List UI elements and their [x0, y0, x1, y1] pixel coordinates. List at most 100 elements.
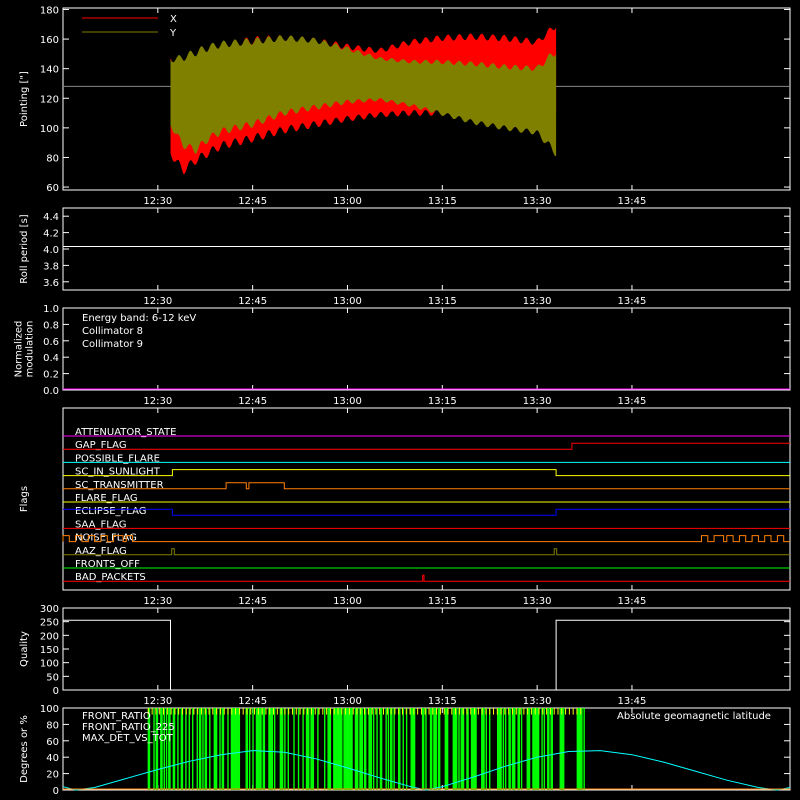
x-tick-label: 13:00 — [333, 596, 362, 607]
y-tick-label: 4.4 — [43, 212, 59, 223]
y-tick-label: 60 — [46, 737, 59, 748]
x-tick-label: 12:30 — [143, 296, 172, 307]
flag-line — [63, 574, 790, 582]
pointing-frame — [62, 7, 791, 191]
flag-label: FLARE_FLAG — [75, 493, 138, 504]
legend-entry: Collimator 8 — [82, 326, 143, 337]
y-tick-label: 120 — [40, 94, 59, 105]
flag-line — [63, 469, 790, 477]
pointing-panel: 60 80 100 120 140 160 180 Pointing ["] 12:30 12:4… — [19, 5, 791, 207]
y-tick-label: 60 — [46, 183, 59, 194]
y-tick-label: 40 — [46, 753, 59, 764]
y-tick-label: 3.8 — [43, 261, 59, 272]
y-tick-label: 100 — [40, 124, 59, 135]
legend-label-Y: Y — [169, 28, 177, 39]
x-tick-label: 13:00 — [333, 396, 362, 407]
x-tick-label: 13:45 — [618, 696, 647, 707]
y-axis-label: Roll period [s] — [19, 214, 30, 283]
y-axis-label: Pointing ["] — [19, 71, 30, 127]
flag-line — [62, 535, 790, 543]
y-tick-label: 4.2 — [43, 229, 59, 240]
x-tick-label: 13:15 — [428, 696, 457, 707]
x-tick-label: 13:45 — [618, 596, 647, 607]
y-tick-label: 150 — [40, 645, 59, 656]
flag-line — [63, 442, 790, 450]
quality-line — [63, 619, 790, 691]
roll-panel: 3.6 3.8 4.0 4.2 4.4 Roll period [s] 12:30 12:45… — [19, 207, 791, 307]
y-axis-label: modulation — [25, 321, 36, 378]
x-tick-label: 13:00 — [333, 696, 362, 707]
flag-label: FRONTS_OFF — [75, 559, 140, 570]
legend-entry: Energy band: 6-12 keV — [82, 313, 196, 324]
x-tick-label: 12:30 — [143, 396, 172, 407]
flag-label: NOISE_FLAG — [75, 533, 137, 544]
flag-label: ATTENUATOR_STATE — [75, 427, 176, 438]
y-tick-label: 4.0 — [43, 245, 59, 256]
y-tick-label: 140 — [40, 65, 59, 76]
y-tick-label: 0.2 — [43, 370, 59, 381]
y-tick-label: 100 — [40, 704, 59, 715]
y-tick-label: 0.0 — [43, 386, 59, 397]
y-tick-label: 20 — [46, 770, 59, 781]
y-tick-label: 0 — [53, 786, 59, 797]
y-axis-label: Flags — [19, 486, 30, 512]
x-tick-label: 13:45 — [618, 196, 647, 207]
x-tick-label: 13:45 — [618, 296, 647, 307]
y-axis-label: Normalized — [14, 321, 25, 378]
y-tick-label: 0.8 — [43, 320, 59, 331]
x-tick-label: 13:15 — [428, 596, 457, 607]
y-tick-label: 300 — [40, 604, 59, 615]
flag-label: ECLIPSE_FLAG — [75, 506, 146, 517]
y-tick-label: 100 — [40, 659, 59, 670]
flag-label: POSSIBLE_FLARE — [75, 453, 160, 464]
pointing-series-Y — [170, 35, 557, 157]
legend-entry: FRONT_RATIO_225 — [82, 722, 175, 733]
y-tick-label: 1.0 — [43, 304, 59, 315]
legend-entry: FRONT_RATIO — [82, 711, 151, 722]
x-tick-label: 13:30 — [523, 696, 552, 707]
flags-frame — [62, 407, 791, 591]
y-tick-label: 200 — [40, 631, 59, 642]
x-tick-label: 13:15 — [428, 296, 457, 307]
y-tick-label: 0.4 — [43, 353, 59, 364]
x-tick-label: 12:45 — [238, 296, 267, 307]
y-tick-label: 250 — [40, 618, 59, 629]
x-tick-label: 13:00 — [333, 196, 362, 207]
x-tick-label: 12:30 — [143, 696, 172, 707]
y-tick-label: 50 — [46, 672, 59, 683]
y-tick-label: 80 — [46, 720, 59, 731]
flag-label: SC_IN_SUNLIGHT — [75, 467, 161, 478]
legend-label-X: X — [170, 14, 177, 25]
y-tick-label: 80 — [46, 153, 59, 164]
y-axis-label: Quality — [19, 631, 30, 667]
x-tick-label: 13:30 — [523, 196, 552, 207]
x-tick-label: 13:15 — [428, 396, 457, 407]
flag-line — [63, 508, 790, 516]
flag-label: AAZ_FLAG — [75, 546, 127, 557]
legend-entry: MAX_DET_VS_TOT — [82, 733, 174, 744]
x-tick-label: 13:30 — [523, 596, 552, 607]
flag-label: GAP_FLAG — [75, 440, 127, 451]
x-tick-label: 12:45 — [238, 196, 267, 207]
flag-label: SC_TRANSMITTER — [75, 480, 164, 491]
front_ratio-panel: 0 20 40 60 80 100 Degrees or % FRONT_RATIOFRONT… — [19, 704, 791, 797]
y-tick-label: 160 — [40, 35, 59, 46]
x-tick-label: 13:30 — [523, 296, 552, 307]
x-tick-label: 13:45 — [618, 396, 647, 407]
y-tick-label: 0.6 — [43, 337, 59, 348]
y-tick-label: 0 — [53, 686, 59, 697]
x-tick-label: 12:30 — [143, 196, 172, 207]
x-tick-label: 13:00 — [333, 296, 362, 307]
x-tick-label: 12:30 — [143, 596, 172, 607]
geomag-latitude-line — [62, 750, 791, 791]
y-tick-label: 180 — [40, 5, 59, 16]
flags-panel: Flags 12:30 12:45 13:00 13:15 13:30 13:45 ATTEN… — [19, 407, 791, 607]
x-tick-label: 12:45 — [238, 596, 267, 607]
x-tick-label: 13:30 — [523, 396, 552, 407]
flag-line — [63, 482, 790, 490]
x-tick-label: 13:15 — [428, 196, 457, 207]
panels-group: 60 80 100 120 140 160 180 Pointing ["] 12:30 12:4… — [14, 5, 791, 797]
x-tick-label: 12:45 — [238, 396, 267, 407]
y-tick-label: 3.6 — [43, 278, 59, 289]
